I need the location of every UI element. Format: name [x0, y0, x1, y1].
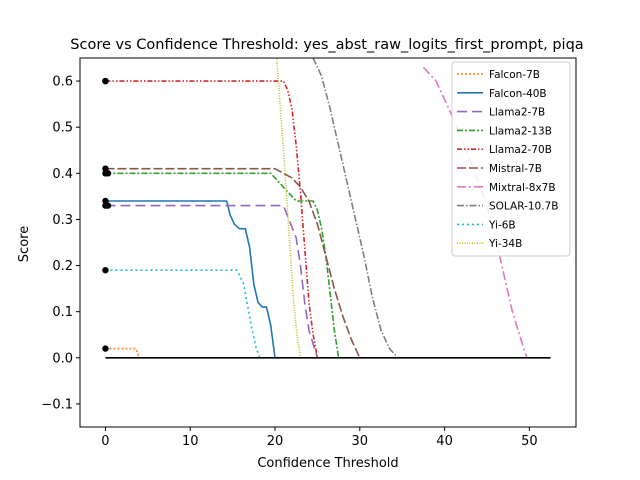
legend-label: Llama2-70B: [489, 144, 552, 156]
legend-label: Mistral-7B: [489, 163, 542, 175]
series-line-falcon-40b: [105, 200, 276, 358]
legend-label: Falcon-40B: [489, 88, 547, 100]
y-tick-label: 0.5: [52, 121, 73, 136]
y-tick-label: −0.1: [41, 397, 73, 412]
y-tick-label: 0.6: [52, 75, 73, 90]
legend-label: Falcon-7B: [489, 69, 540, 81]
series-line-solar-10-7b: [312, 58, 399, 359]
legend-box: [451, 61, 571, 257]
plot-frame: [79, 57, 577, 428]
x-tick-label: 10: [182, 434, 199, 449]
series-line-falcon-7b: [105, 347, 141, 359]
x-tick-label: 30: [352, 434, 369, 449]
x-tick-label: 20: [267, 434, 284, 449]
x-tick-label: 50: [521, 434, 538, 449]
legend-label: Mixtral-8x7B: [489, 182, 556, 194]
y-tick-label: 0.2: [52, 259, 73, 274]
y-tick-label: 0.0: [52, 351, 73, 366]
start-point: [104, 202, 112, 209]
legend-label: Yi-34B: [488, 238, 522, 250]
x-tick-label: 0: [101, 434, 109, 449]
legend-label: Yi-6B: [488, 219, 516, 231]
start-point: [102, 345, 109, 352]
legend-label: SOLAR-10.7B: [489, 201, 558, 213]
series-line-llama2-70b: [105, 80, 319, 358]
start-point: [102, 77, 109, 85]
x-tick-label: 40: [436, 434, 453, 449]
start-point: [104, 170, 112, 177]
series-line-mistral-7b: [105, 167, 361, 359]
x-axis-label: Confidence Threshold: [257, 456, 398, 471]
y-axis-label: Score: [17, 226, 32, 262]
chart-title: Score vs Confidence Threshold: yes_abst_…: [70, 37, 583, 53]
legend: Falcon-7B Falcon-40B Llama2-7B Llama2-13B Ll…: [451, 61, 571, 257]
start-point: [102, 266, 109, 274]
series-line-llama2-13b: [105, 172, 340, 358]
plot-area: [102, 58, 551, 359]
legend-label: Llama2-13B: [489, 125, 552, 137]
series-line-llama2-7b: [105, 204, 319, 359]
series-line-yi-6b: [105, 269, 261, 359]
y-tick-label: 0.4: [52, 167, 73, 182]
legend-label: Llama2-7B: [489, 107, 545, 119]
y-tick-label: 0.3: [52, 213, 73, 228]
y-tick-label: 0.1: [52, 305, 73, 320]
